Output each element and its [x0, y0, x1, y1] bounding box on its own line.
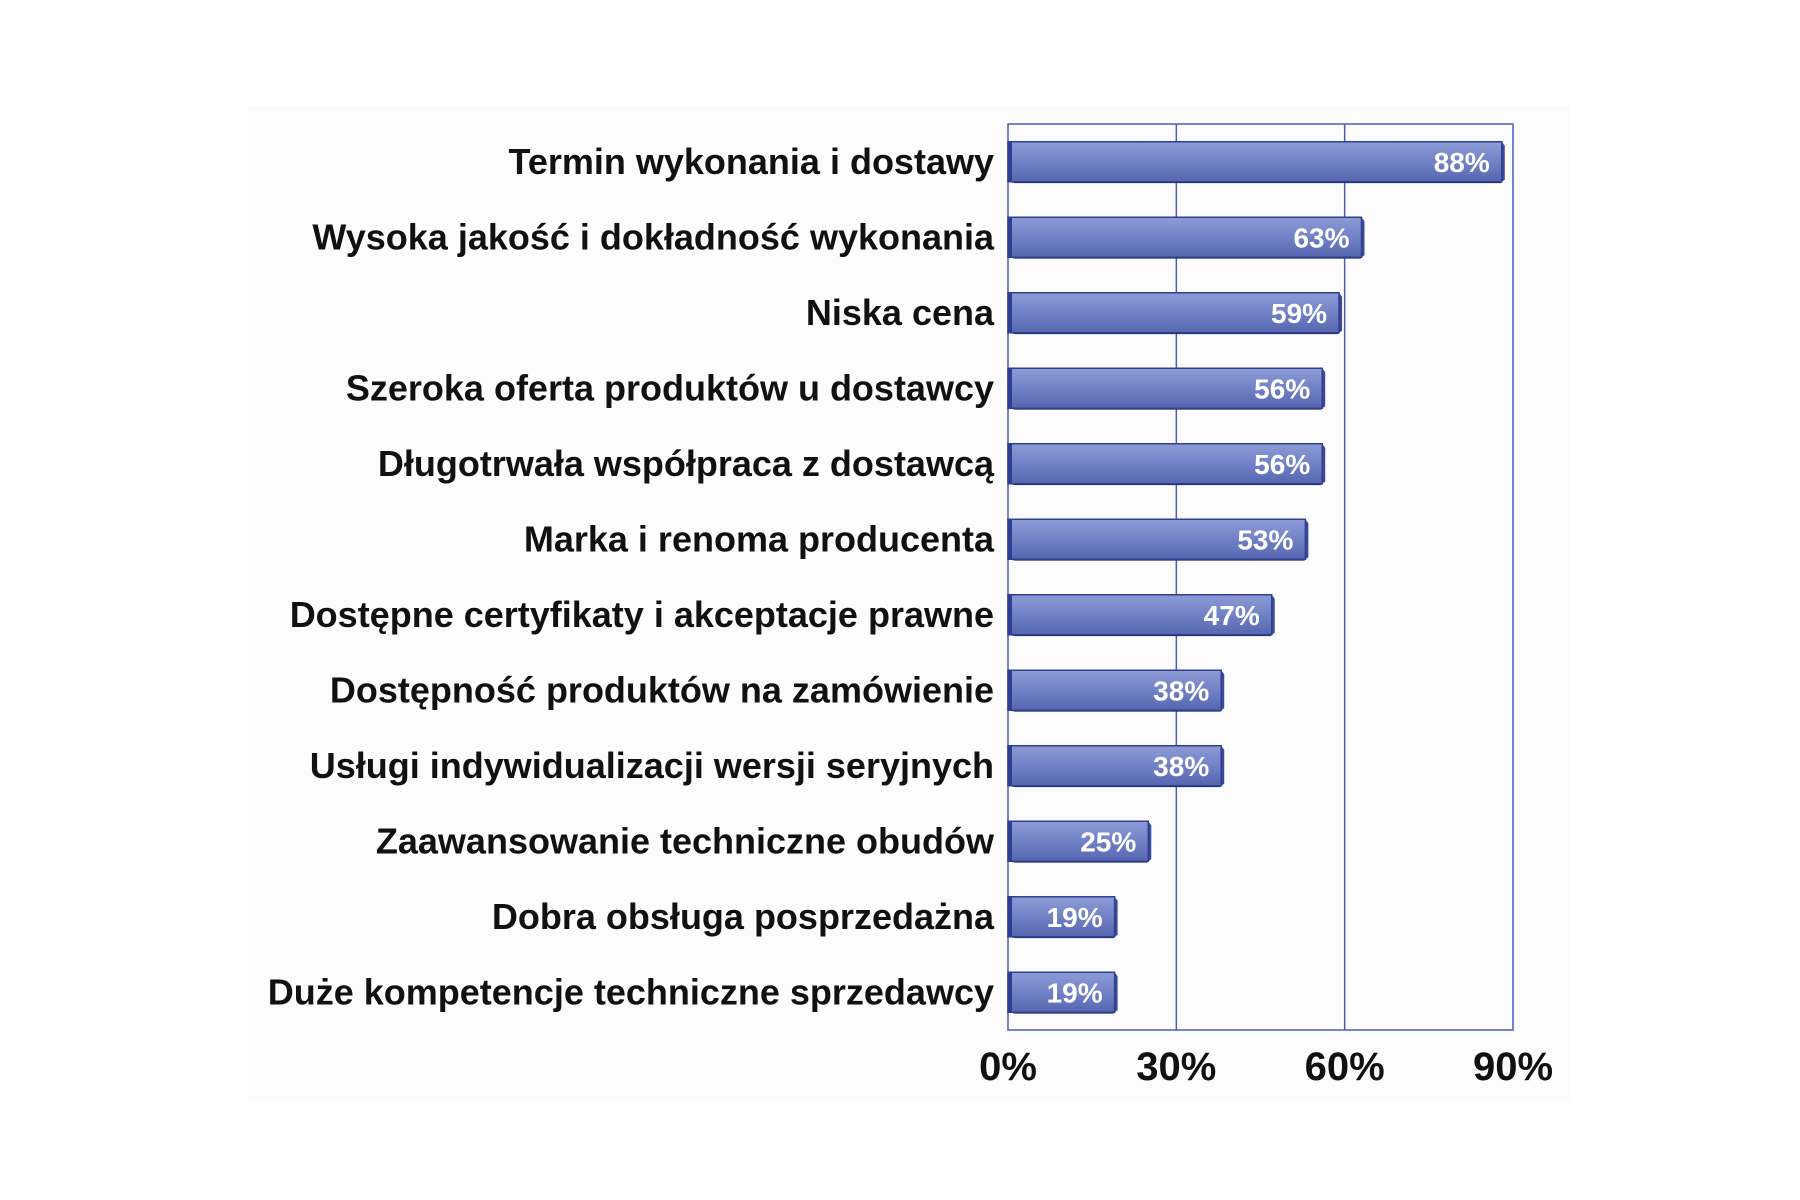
bar: [1007, 367, 1323, 409]
category-label: Dostępność produktów na zamówienie: [330, 669, 994, 710]
category-label: Wysoka jakość i dokładność wykonania: [312, 216, 995, 257]
category-label: Zaawansowanie techniczne obudów: [376, 820, 995, 861]
bar-edge: [1008, 972, 1012, 1013]
category-label: Długotrwała współpraca z dostawcą: [378, 443, 995, 484]
value-label: 59%: [1271, 298, 1327, 329]
bar-edge: [1008, 821, 1012, 862]
bar-chart: 0% 30% 60% 90% Termin wykonania i dostawy 88%…: [268, 123, 1553, 1089]
category-label: Usługi indywidualizacji wersji seryjnych: [310, 745, 994, 786]
category-label: Niska cena: [806, 292, 995, 333]
category-label: Marka i renoma producenta: [524, 518, 995, 559]
bar: [1007, 971, 1116, 1013]
category-label: Dostępne certyfikaty i akceptacje prawne: [290, 594, 994, 635]
bar-edge: [1008, 519, 1012, 560]
bar-side: [1501, 141, 1505, 182]
bar: [1007, 292, 1340, 334]
bar-edge: [1008, 292, 1012, 333]
x-tick-label: 90%: [1473, 1045, 1553, 1089]
x-tick-label: 60%: [1305, 1045, 1385, 1089]
bar-layer: [1007, 141, 1505, 1014]
value-label: 38%: [1153, 675, 1209, 706]
value-label: 53%: [1237, 524, 1293, 555]
category-label: Dobra obsługa posprzedażna: [492, 896, 995, 937]
value-label: 56%: [1254, 449, 1310, 480]
bar-edge: [1008, 443, 1012, 484]
bar-side: [1305, 519, 1309, 560]
x-tick-label: 30%: [1136, 1045, 1216, 1089]
value-label: 63%: [1293, 222, 1349, 253]
bar: [1007, 216, 1363, 258]
bar-side: [1148, 821, 1152, 862]
label-layer: 0% 30% 60% 90% Termin wykonania i dostawy 88%…: [268, 141, 1553, 1089]
bar: [1007, 745, 1222, 787]
category-label: Duże kompetencje techniczne sprzedawcy: [268, 971, 994, 1012]
bar-edge: [1008, 896, 1012, 937]
value-label: 88%: [1434, 147, 1490, 178]
value-label: 47%: [1204, 600, 1260, 631]
value-label: 56%: [1254, 373, 1310, 404]
bar-edge: [1008, 217, 1012, 258]
value-label: 19%: [1047, 902, 1103, 933]
bar: [1007, 820, 1150, 862]
category-label: Termin wykonania i dostawy: [509, 141, 994, 182]
category-label: Szeroka oferta produktów u dostawcy: [346, 367, 994, 408]
chart-panel: 0% 30% 60% 90% Termin wykonania i dostawy 88%…: [248, 106, 1570, 1101]
value-label: 38%: [1153, 751, 1209, 782]
bar-edge: [1008, 745, 1012, 786]
grid-layer: [1007, 123, 1514, 1031]
bar: [1007, 896, 1116, 938]
bar-edge: [1008, 670, 1012, 711]
bar: [1007, 518, 1307, 560]
bar-edge: [1008, 368, 1012, 409]
value-label: 19%: [1047, 977, 1103, 1008]
value-label: 25%: [1080, 826, 1136, 857]
bar-edge: [1008, 141, 1012, 182]
bar: [1007, 141, 1503, 183]
bar-edge: [1008, 594, 1012, 635]
plot-frame: [1007, 123, 1514, 1031]
x-tick-label: 0%: [979, 1045, 1037, 1089]
bar: [1007, 594, 1273, 636]
bar: [1007, 669, 1222, 711]
